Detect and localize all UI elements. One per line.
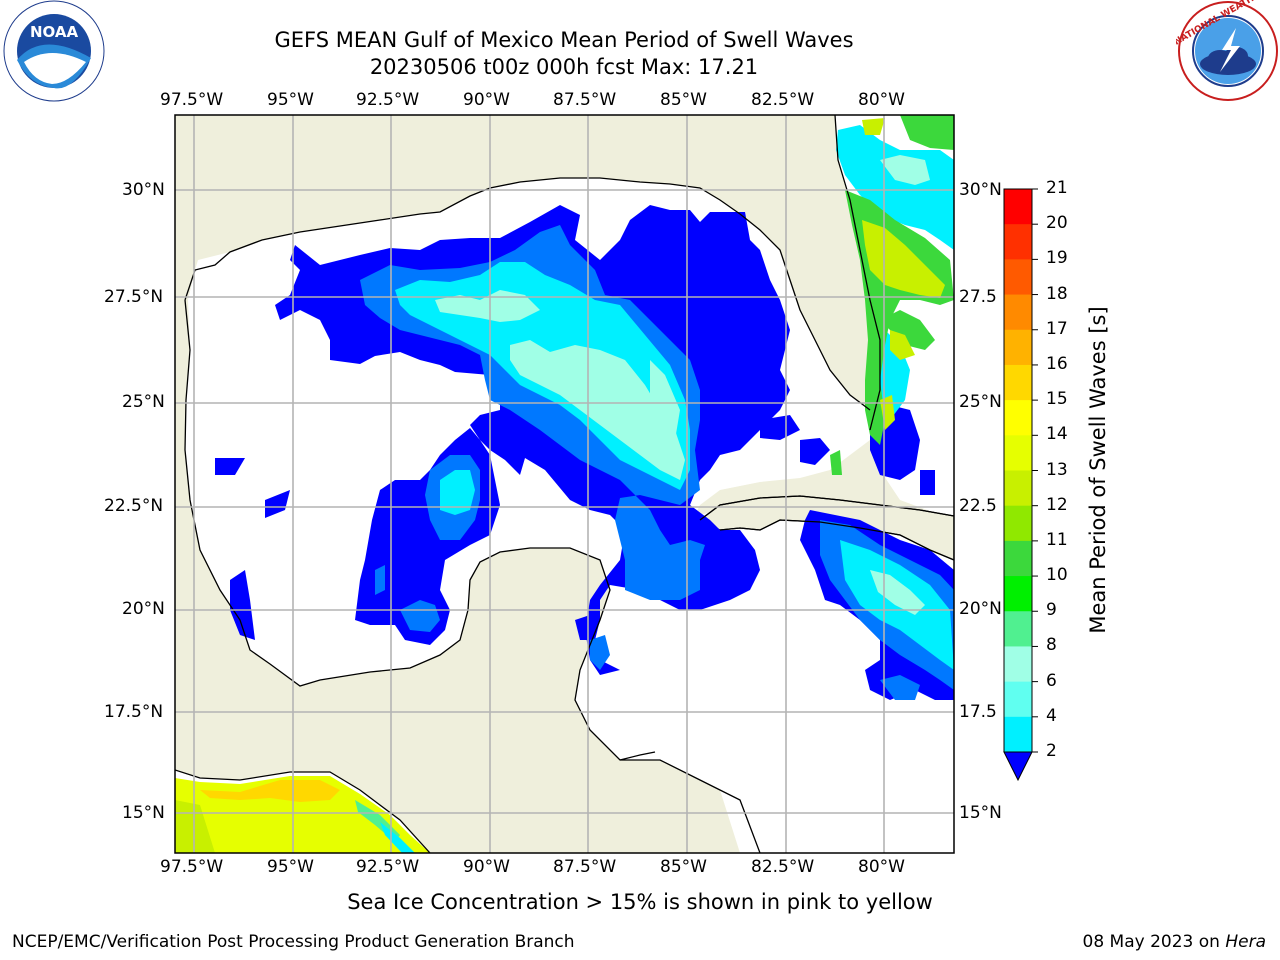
lon-tick-bottom: 97.5°W (160, 857, 224, 877)
footer-date-text: 08 May 2023 on (1082, 932, 1226, 952)
lon-tick-bottom: 95°W (267, 857, 314, 877)
lat-tick-right: 22.5 (959, 496, 997, 516)
lat-tick-left: 15°N (122, 803, 165, 823)
colorbar-tick-label: 8 (1046, 635, 1057, 656)
lat-tick-left: 17.5°N (104, 702, 164, 722)
pacific-swell-field (175, 776, 430, 853)
lat-tick-right: 25°N (959, 392, 1002, 412)
colorbar-segment (1004, 646, 1032, 683)
colorbar-tick-label: 20 (1046, 213, 1068, 234)
noaa-logo-icon: NOAA (2, 0, 106, 106)
colorbar-tick-label: 4 (1046, 705, 1057, 726)
lat-tick-left: 22.5°N (104, 496, 164, 516)
colorbar (1004, 188, 1038, 753)
lon-tick-top: 85°W (660, 90, 707, 110)
lon-tick-bottom: 82.5°W (751, 857, 815, 877)
colorbar-tick-label: 17 (1046, 318, 1068, 339)
lon-tick-top: 90°W (463, 90, 510, 110)
lat-tick-right: 27.5 (959, 287, 997, 307)
chart-title: GEFS MEAN Gulf of Mexico Mean Period of … (274, 28, 854, 52)
colorbar-frame (1003, 188, 1033, 753)
lon-tick-bottom: 85°W (660, 857, 707, 877)
colorbar-tick-label: 9 (1046, 600, 1057, 621)
lat-tick-left: 30°N (122, 180, 165, 200)
colorbar-tick-label: 19 (1046, 248, 1068, 269)
colorbar-segment (1004, 329, 1032, 366)
lat-tick-left: 27.5°N (104, 287, 164, 307)
colorbar-tick-label: 10 (1046, 565, 1068, 586)
lon-tick-bottom: 90°W (463, 857, 510, 877)
sea-ice-caption: Sea Ice Concentration > 15% is shown in … (0, 890, 1280, 914)
colorbar-segment (1004, 400, 1032, 436)
colorbar-tick-label: 6 (1046, 670, 1057, 691)
lon-tick-top: 97.5°W (160, 90, 224, 110)
colorbar-segment (1004, 505, 1032, 542)
colorbar-segment (1004, 224, 1032, 260)
lat-tick-right: 20°N (959, 599, 1002, 619)
colorbar-segment (1004, 470, 1032, 507)
colorbar-tick-label: 13 (1046, 459, 1068, 480)
colorbar-tick-label: 12 (1046, 494, 1068, 515)
lat-tick-right: 15°N (959, 803, 1002, 823)
lon-tick-top: 82.5°W (751, 90, 815, 110)
colorbar-segment (1004, 716, 1032, 753)
noaa-logo-text: NOAA (30, 23, 79, 41)
colorbar-tick-label: 18 (1046, 283, 1068, 304)
colorbar-tick-label: 2 (1046, 741, 1057, 761)
lat-tick-right: 30°N (959, 180, 1002, 200)
colorbar-segment (1004, 435, 1032, 471)
footer-date: 08 May 2023 on Hera (1083, 932, 1267, 952)
lon-tick-bottom: 92.5°W (356, 857, 420, 877)
colorbar-segment (1004, 189, 1032, 225)
nws-logo-icon: NATIONAL WEATHER SERVICE (1173, 0, 1280, 106)
colorbar-tick-label: 14 (1046, 424, 1068, 445)
lon-tick-top: 95°W (267, 90, 314, 110)
colorbar-segment (1004, 576, 1032, 612)
lon-tick-bottom: 87.5°W (553, 857, 617, 877)
colorbar-segment (1004, 540, 1032, 577)
colorbar-segment (1004, 611, 1032, 647)
colorbar-tick-label: 21 (1046, 178, 1068, 198)
lon-tick-top: 80°W (858, 90, 905, 110)
colorbar-segment (1004, 364, 1032, 401)
colorbar-segment (1004, 294, 1032, 331)
lat-tick-left: 25°N (122, 392, 165, 412)
map-gridlines (175, 115, 954, 853)
colorbar-tick-label: 15 (1046, 389, 1068, 410)
footer-credit: NCEP/EMC/Verification Post Processing Pr… (12, 932, 575, 952)
lon-tick-bottom: 80°W (858, 857, 905, 877)
lat-tick-left: 20°N (122, 599, 165, 619)
colorbar-tick-label: 16 (1046, 353, 1068, 374)
map-frame (174, 114, 955, 854)
lat-tick-right: 17.5 (959, 702, 997, 722)
colorbar-extend-triangle (1003, 751, 1033, 782)
colorbar-label: Mean Period of Swell Waves [s] (1086, 306, 1110, 634)
swell-field-8-9s (435, 155, 930, 615)
lon-tick-top: 87.5°W (553, 90, 617, 110)
sea-ice-caption-text: Sea Ice Concentration > 15% is shown in … (347, 890, 933, 914)
colorbar-segment (1004, 681, 1032, 718)
colorbar-segment (1004, 259, 1032, 296)
lon-tick-top: 92.5°W (356, 90, 420, 110)
footer-host: Hera (1225, 932, 1266, 952)
colorbar-tick-label: 11 (1046, 529, 1068, 550)
chart-subtitle: 20230506 t00z 000h fcst Max: 17.21 (369, 55, 759, 79)
